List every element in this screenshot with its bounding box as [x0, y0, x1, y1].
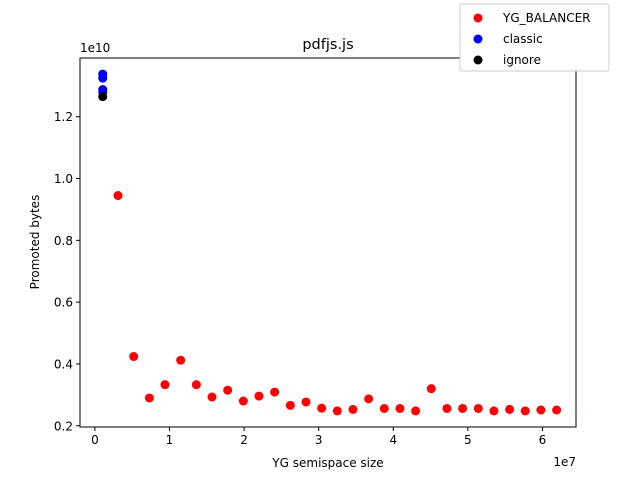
- y-tick-label: 0.4: [54, 357, 73, 371]
- data-point-yg-balancer: [176, 355, 186, 365]
- data-point-yg-balancer: [473, 403, 483, 413]
- y-tick-label: 0.8: [54, 234, 73, 248]
- y-tick-label: 1.2: [54, 110, 73, 124]
- y-tick-label: 1.0: [54, 172, 73, 186]
- data-point-yg-balancer: [505, 404, 515, 414]
- data-point-yg-balancer: [520, 406, 530, 416]
- legend-label-yg-balancer: YG_BALANCER: [502, 11, 591, 25]
- data-point-yg-balancer: [254, 391, 264, 401]
- x-tick-label: 1: [166, 433, 174, 447]
- x-axis-label: YG semispace size: [271, 456, 383, 470]
- data-point-yg-balancer: [536, 405, 546, 415]
- y-axis-ticks: 0.2 0.4 0.6 0.8 1.0 1.2: [54, 110, 80, 433]
- legend-marker-yg-balancer: [473, 13, 483, 23]
- data-point-yg-balancer: [317, 403, 327, 413]
- y-offset-label: 1e10: [80, 41, 110, 55]
- data-point-yg-balancer: [285, 400, 295, 410]
- legend-frame: [459, 3, 610, 72]
- x-tick-label: 5: [464, 433, 472, 447]
- data-point-yg-balancer: [426, 384, 436, 394]
- data-point-yg-balancer: [379, 403, 389, 413]
- data-point-yg-balancer: [458, 403, 468, 413]
- x-tick-label: 0: [91, 433, 99, 447]
- data-point-yg-balancer: [489, 406, 499, 416]
- data-point-classic: [98, 73, 108, 83]
- data-point-yg-balancer: [348, 404, 358, 414]
- x-tick-label: 2: [240, 433, 248, 447]
- legend: YG_BALANCER classic ignore: [459, 3, 610, 72]
- plot-frame: [79, 57, 577, 428]
- y-tick-label: 0.6: [54, 296, 73, 310]
- chart-title: pdfjs.js: [302, 37, 353, 53]
- legend-label-ignore: ignore: [503, 53, 541, 67]
- data-point-yg-balancer: [207, 392, 217, 402]
- y-axis-label: Promoted bytes: [28, 195, 42, 290]
- data-point-yg-balancer: [411, 406, 421, 416]
- data-point-yg-balancer: [364, 394, 374, 404]
- data-point-yg-balancer: [144, 393, 154, 403]
- legend-marker-ignore: [473, 55, 483, 65]
- data-point-yg-balancer: [113, 191, 123, 201]
- x-tick-label: 6: [539, 433, 547, 447]
- data-point-yg-balancer: [442, 403, 452, 413]
- data-point-yg-balancer: [301, 397, 311, 407]
- x-axis-ticks: 0 1 2 3 4 5 6: [91, 427, 546, 447]
- data-point-yg-balancer: [332, 406, 342, 416]
- data-point-yg-balancer: [191, 380, 201, 390]
- data-point-yg-balancer: [552, 405, 562, 415]
- data-point-yg-balancer: [223, 385, 233, 395]
- data-point-yg-balancer: [395, 403, 405, 413]
- data-point-yg-balancer: [129, 352, 139, 362]
- x-tick-label: 3: [315, 433, 323, 447]
- data-point-ignore: [98, 92, 108, 102]
- points-layer: [98, 69, 562, 416]
- data-point-yg-balancer: [270, 387, 280, 397]
- y-tick-label: 0.2: [54, 419, 73, 433]
- data-point-yg-balancer: [238, 396, 248, 406]
- x-offset-label: 1e7: [553, 455, 576, 469]
- data-point-yg-balancer: [160, 380, 170, 390]
- legend-label-classic: classic: [503, 32, 543, 46]
- legend-marker-classic: [473, 34, 483, 44]
- x-tick-label: 4: [389, 433, 397, 447]
